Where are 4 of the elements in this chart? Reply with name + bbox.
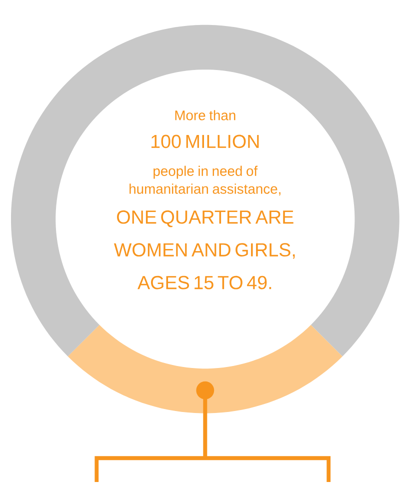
text: people in need of humanitarian assistance, <box>129 166 280 196</box>
text: ONE QUARTER ARE WOMEN AND GIRLS, AGES 15 TO 49. <box>114 210 295 290</box>
text: 100 MILLION <box>151 134 259 148</box>
text: More than <box>175 110 236 120</box>
